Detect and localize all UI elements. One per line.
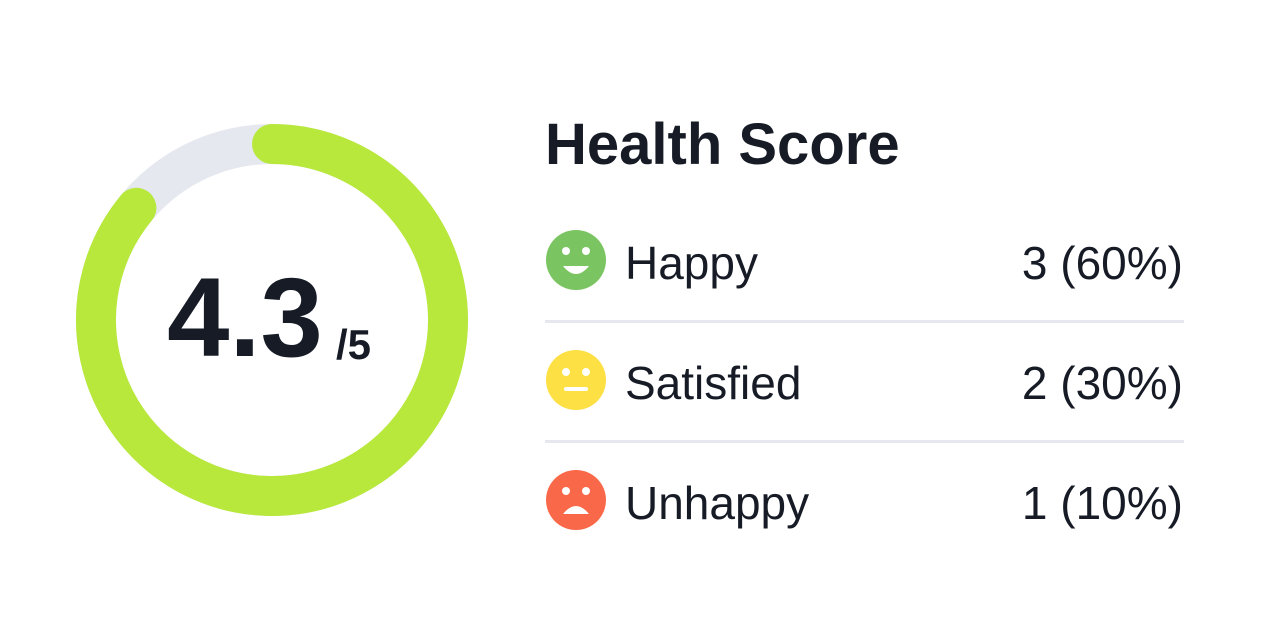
row-label: Happy [625, 237, 758, 289]
gauge-value: 4.3 [167, 255, 323, 380]
title: Health Score [545, 112, 900, 177]
gauge-arc [76, 124, 468, 516]
row-label: Unhappy [625, 477, 809, 529]
happy-icon [546, 230, 606, 290]
row-value: 1 (10%) [1022, 477, 1183, 529]
row-label: Satisfied [625, 357, 801, 409]
row-value: 2 (30%) [1022, 357, 1183, 409]
divider [545, 320, 1184, 323]
gauge-max: /5 [336, 321, 371, 368]
divider [545, 440, 1184, 443]
unhappy-icon [546, 470, 606, 530]
row-value: 3 (60%) [1022, 237, 1183, 289]
satisfied-icon [546, 350, 606, 410]
